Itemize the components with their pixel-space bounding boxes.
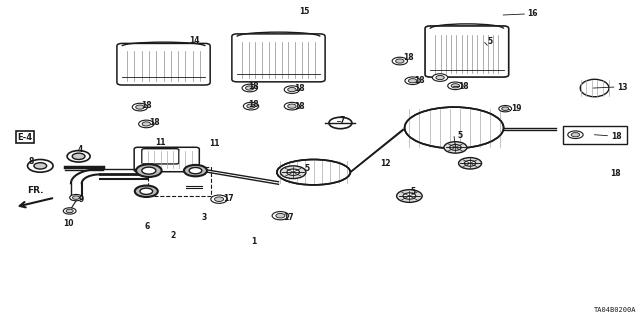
Circle shape (392, 57, 408, 65)
Circle shape (72, 153, 85, 160)
Text: 19: 19 (511, 104, 522, 113)
Circle shape (284, 86, 300, 93)
Circle shape (572, 133, 580, 137)
Circle shape (214, 197, 223, 202)
Circle shape (459, 158, 481, 169)
Text: 18: 18 (294, 84, 305, 93)
Text: 9: 9 (79, 195, 84, 204)
Text: 5: 5 (305, 164, 310, 173)
Text: TA04B0200A: TA04B0200A (594, 307, 636, 313)
Circle shape (142, 167, 156, 174)
Text: 18: 18 (458, 82, 468, 91)
Text: 6: 6 (145, 222, 150, 231)
Text: 17: 17 (283, 213, 294, 222)
Text: E-4: E-4 (17, 133, 33, 142)
Text: 18: 18 (248, 82, 259, 91)
Text: 16: 16 (527, 9, 538, 18)
Circle shape (139, 120, 154, 128)
Circle shape (136, 105, 144, 109)
Circle shape (444, 142, 467, 153)
Circle shape (276, 213, 285, 218)
Circle shape (288, 87, 296, 92)
Circle shape (329, 117, 352, 129)
Circle shape (408, 79, 417, 83)
Text: 11: 11 (156, 138, 166, 147)
Circle shape (465, 160, 476, 166)
Circle shape (242, 84, 257, 92)
Circle shape (72, 196, 79, 199)
Circle shape (450, 145, 461, 150)
Circle shape (436, 76, 444, 80)
Text: 18: 18 (141, 101, 152, 110)
Circle shape (433, 74, 448, 81)
Text: 5: 5 (411, 187, 416, 197)
Circle shape (189, 167, 202, 174)
Text: 15: 15 (300, 7, 310, 16)
Text: 10: 10 (63, 219, 74, 228)
Text: 4: 4 (77, 145, 83, 154)
Text: 7: 7 (339, 116, 344, 125)
Circle shape (136, 164, 162, 177)
Circle shape (502, 107, 509, 110)
Text: 13: 13 (617, 83, 627, 92)
Circle shape (142, 122, 150, 126)
Ellipse shape (580, 79, 609, 97)
Circle shape (403, 193, 416, 199)
Text: 17: 17 (223, 194, 234, 203)
Text: 1: 1 (251, 237, 256, 246)
FancyBboxPatch shape (134, 147, 199, 172)
Text: 5: 5 (487, 38, 492, 47)
Circle shape (28, 160, 53, 172)
Circle shape (272, 211, 289, 220)
Text: 18: 18 (248, 100, 259, 109)
Circle shape (287, 169, 300, 175)
Circle shape (184, 165, 207, 176)
Circle shape (397, 190, 422, 202)
Circle shape (448, 82, 463, 90)
Circle shape (63, 208, 76, 214)
Ellipse shape (277, 160, 350, 185)
Ellipse shape (404, 107, 504, 148)
Circle shape (243, 102, 259, 110)
Circle shape (247, 104, 255, 108)
FancyBboxPatch shape (232, 34, 325, 82)
FancyBboxPatch shape (425, 26, 509, 77)
Circle shape (280, 166, 306, 179)
Circle shape (34, 163, 47, 169)
Circle shape (140, 188, 152, 194)
Circle shape (396, 59, 404, 63)
Text: 14: 14 (189, 36, 200, 45)
Circle shape (568, 131, 583, 138)
Circle shape (499, 106, 511, 112)
Text: 11: 11 (209, 139, 220, 148)
Text: 12: 12 (380, 159, 390, 168)
Circle shape (66, 209, 73, 213)
Circle shape (70, 195, 83, 201)
FancyBboxPatch shape (142, 149, 179, 164)
Text: FR.: FR. (28, 186, 44, 195)
FancyBboxPatch shape (117, 43, 210, 85)
Text: 18: 18 (415, 76, 425, 85)
Text: 18: 18 (294, 102, 305, 111)
Circle shape (67, 151, 90, 162)
Text: 18: 18 (403, 53, 413, 62)
Circle shape (405, 77, 420, 85)
Text: 3: 3 (202, 213, 207, 222)
Text: 5: 5 (458, 131, 463, 140)
Circle shape (211, 195, 227, 203)
Text: 18: 18 (149, 118, 159, 128)
Circle shape (246, 86, 254, 90)
Circle shape (288, 104, 296, 108)
Circle shape (135, 186, 158, 197)
Text: 2: 2 (170, 231, 175, 240)
Circle shape (132, 103, 148, 111)
Text: 18: 18 (611, 169, 621, 178)
Circle shape (284, 102, 300, 110)
Text: 8: 8 (29, 157, 34, 166)
Text: 18: 18 (611, 132, 622, 141)
Circle shape (451, 84, 460, 88)
